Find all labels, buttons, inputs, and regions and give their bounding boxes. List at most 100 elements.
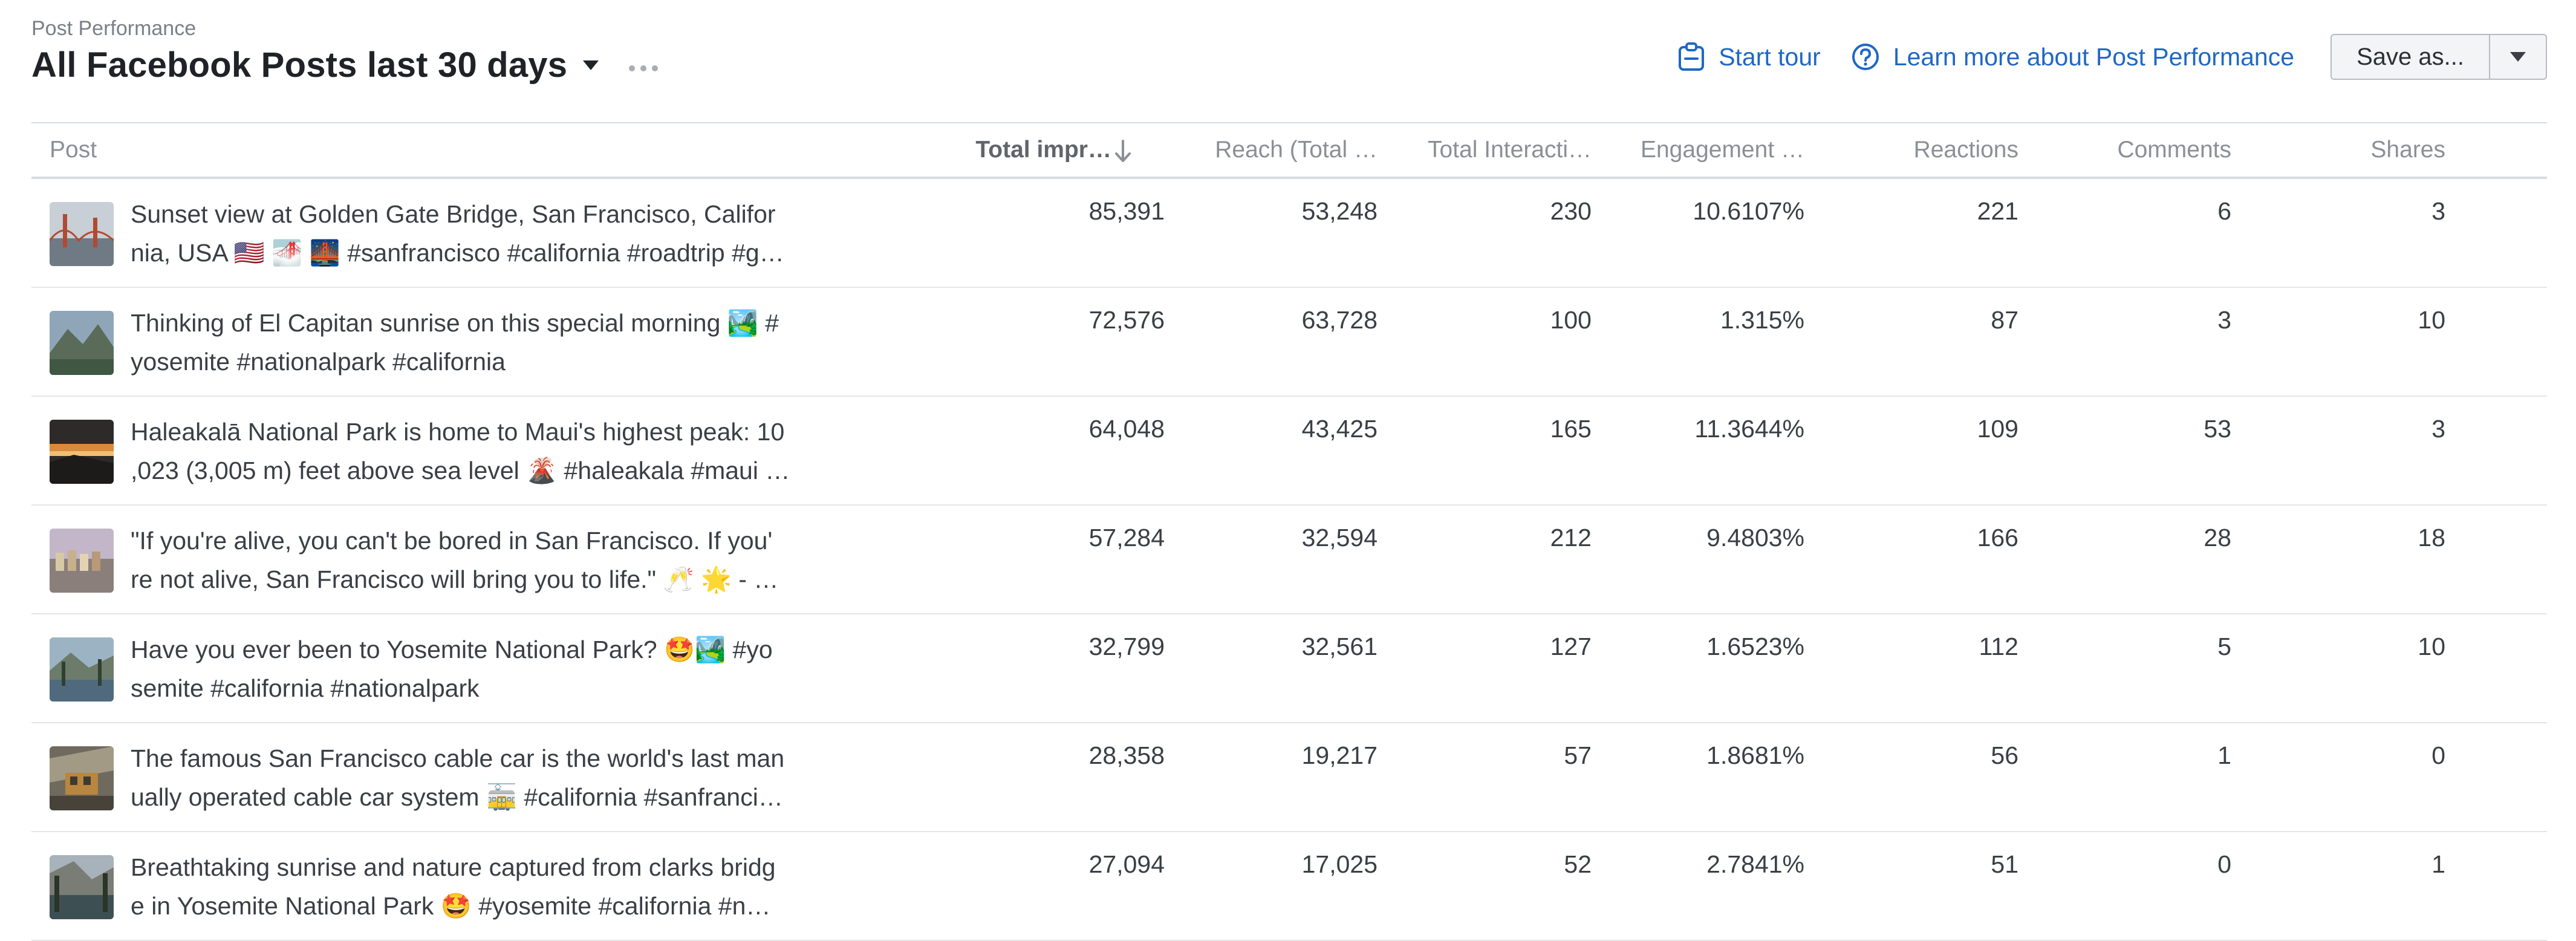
cell-total-impressions: 64,048 [1088,415,1165,443]
post-caption[interactable]: Have you ever been to Yosemite National … [131,630,826,708]
cell-reactions: 166 [1977,524,2018,552]
table-header: Post Total impr… Reach (Total … Total In… [31,122,2547,179]
column-header-total-impressions[interactable]: Total impr… [975,137,1111,163]
cell-engagement: 1.6523% [1706,633,1804,660]
start-tour-link[interactable]: Start tour [1677,42,1821,72]
cell-total-impressions: 27,094 [1088,850,1165,878]
post-thumbnail[interactable] [50,529,114,593]
cell-reactions: 87 [1991,306,2018,334]
save-as-split-button: Save as... [2330,34,2547,80]
page-header: Post Performance All Facebook Posts last… [31,17,2547,108]
table-row[interactable]: Sunset view at Golden Gate Bridge, San F… [31,179,2547,288]
chevron-down-icon [2510,52,2526,62]
cell-comments: 0 [2217,850,2231,878]
report-select-caret-icon[interactable] [583,60,599,70]
cell-engagement: 1.315% [1720,306,1804,334]
more-options-icon[interactable] [629,65,659,71]
post-caption[interactable]: The famous San Francisco cable car is th… [131,739,826,816]
cell-reach: 32,561 [1301,633,1377,660]
cell-total-impressions: 72,576 [1088,306,1165,334]
post-caption[interactable]: Haleakalā National Park is home to Maui'… [131,412,826,490]
table-row[interactable]: "If you're alive, you can't be bored in … [31,506,2547,614]
column-header-comments[interactable]: Comments [2117,137,2231,163]
cell-total-impressions: 85,391 [1088,197,1165,225]
post-thumbnail[interactable] [50,637,114,702]
cell-reactions: 221 [1977,197,2018,225]
cell-engagement: 9.4803% [1706,524,1804,552]
learn-more-label: Learn more about Post Performance [1893,42,2294,71]
save-as-button[interactable]: Save as... [2332,35,2490,79]
post-performance-table: Post Total impr… Reach (Total … Total In… [31,122,2547,941]
post-thumbnail[interactable] [50,311,114,375]
report-title[interactable]: All Facebook Posts last 30 days [31,45,568,85]
post-caption-line: re not alive, San Francisco will bring y… [131,565,779,593]
report-section-label: Post Performance [31,17,197,40]
column-header-engagement[interactable]: Engagement … [1640,137,1804,163]
tour-clipboard-icon [1679,42,1705,71]
cell-comments: 3 [2217,306,2231,334]
cell-reach: 32,594 [1301,524,1377,552]
cell-shares: 18 [2418,524,2445,552]
cell-total-impressions: 28,358 [1088,741,1165,769]
help-circle-icon [1852,44,1879,70]
cell-total-impressions: 32,799 [1088,633,1165,660]
cell-reach: 17,025 [1301,850,1377,878]
column-header-reactions[interactable]: Reactions [1913,137,2018,163]
cell-engagement: 2.7841% [1706,850,1804,878]
post-caption-line: Haleakalā National Park is home to Maui'… [131,418,785,446]
cell-engagement: 10.6107% [1693,197,1804,225]
post-caption-line: Sunset view at Golden Gate Bridge, San F… [131,200,776,228]
cell-total-interactions: 52 [1564,850,1592,878]
cell-comments: 5 [2217,633,2231,660]
start-tour-label: Start tour [1719,42,1821,71]
header-actions: Start tour Learn more about Post Perform… [1677,34,2547,80]
cell-comments: 6 [2217,197,2231,225]
cell-engagement: 11.3644% [1694,415,1804,443]
cell-reactions: 56 [1991,741,2018,769]
report-title-row: All Facebook Posts last 30 days [31,45,659,85]
table-row[interactable]: The famous San Francisco cable car is th… [31,723,2547,832]
learn-more-link[interactable]: Learn more about Post Performance [1851,42,2294,71]
cell-shares: 3 [2431,415,2445,443]
sort-descending-icon[interactable] [1114,139,1132,163]
save-options-dropdown[interactable] [2490,35,2546,79]
post-caption-line: ually operated cable car system 🚋 #calif… [131,783,783,811]
post-caption-line: The famous San Francisco cable car is th… [131,744,785,772]
cell-reach: 19,217 [1301,741,1377,769]
post-caption[interactable]: Thinking of El Capitan sunrise on this s… [131,304,826,381]
cell-reach: 43,425 [1301,415,1377,443]
post-caption-line: e in Yosemite National Park 🤩 #yosemite … [131,892,771,920]
cell-reach: 63,728 [1301,306,1377,334]
post-caption[interactable]: Breathtaking sunrise and nature captured… [131,848,826,925]
post-caption-line: Thinking of El Capitan sunrise on this s… [131,309,779,337]
cell-total-impressions: 57,284 [1088,524,1165,552]
table-row[interactable]: Breathtaking sunrise and nature captured… [31,832,2547,941]
post-thumbnail[interactable] [50,855,114,919]
table-row[interactable]: Haleakalā National Park is home to Maui'… [31,397,2547,506]
cell-shares: 3 [2431,197,2445,225]
cell-total-interactions: 165 [1550,415,1592,443]
cell-shares: 0 [2431,741,2445,769]
column-header-post[interactable]: Post [50,137,97,163]
post-thumbnail[interactable] [50,420,114,484]
cell-reactions: 51 [1991,850,2018,878]
cell-shares: 10 [2418,306,2445,334]
cell-reactions: 112 [1979,633,2018,660]
post-thumbnail[interactable] [50,746,114,810]
table-row[interactable]: Have you ever been to Yosemite National … [31,614,2547,723]
post-caption-line: yosemite #nationalpark #california [131,348,506,376]
post-caption[interactable]: "If you're alive, you can't be bored in … [131,521,826,599]
cell-total-interactions: 127 [1550,633,1592,660]
cell-total-interactions: 212 [1550,524,1592,552]
column-header-reach[interactable]: Reach (Total … [1215,137,1377,163]
post-caption[interactable]: Sunset view at Golden Gate Bridge, San F… [131,195,826,272]
cell-shares: 10 [2418,633,2445,660]
post-thumbnail[interactable] [50,202,114,266]
table-row[interactable]: Thinking of El Capitan sunrise on this s… [31,288,2547,397]
column-header-total-interactions[interactable]: Total Interacti… [1428,137,1592,163]
column-header-shares[interactable]: Shares [2370,137,2445,163]
post-caption-line: Breathtaking sunrise and nature captured… [131,853,776,881]
cell-reach: 53,248 [1301,197,1377,225]
cell-total-interactions: 100 [1550,306,1592,334]
cell-comments: 53 [2204,415,2231,443]
